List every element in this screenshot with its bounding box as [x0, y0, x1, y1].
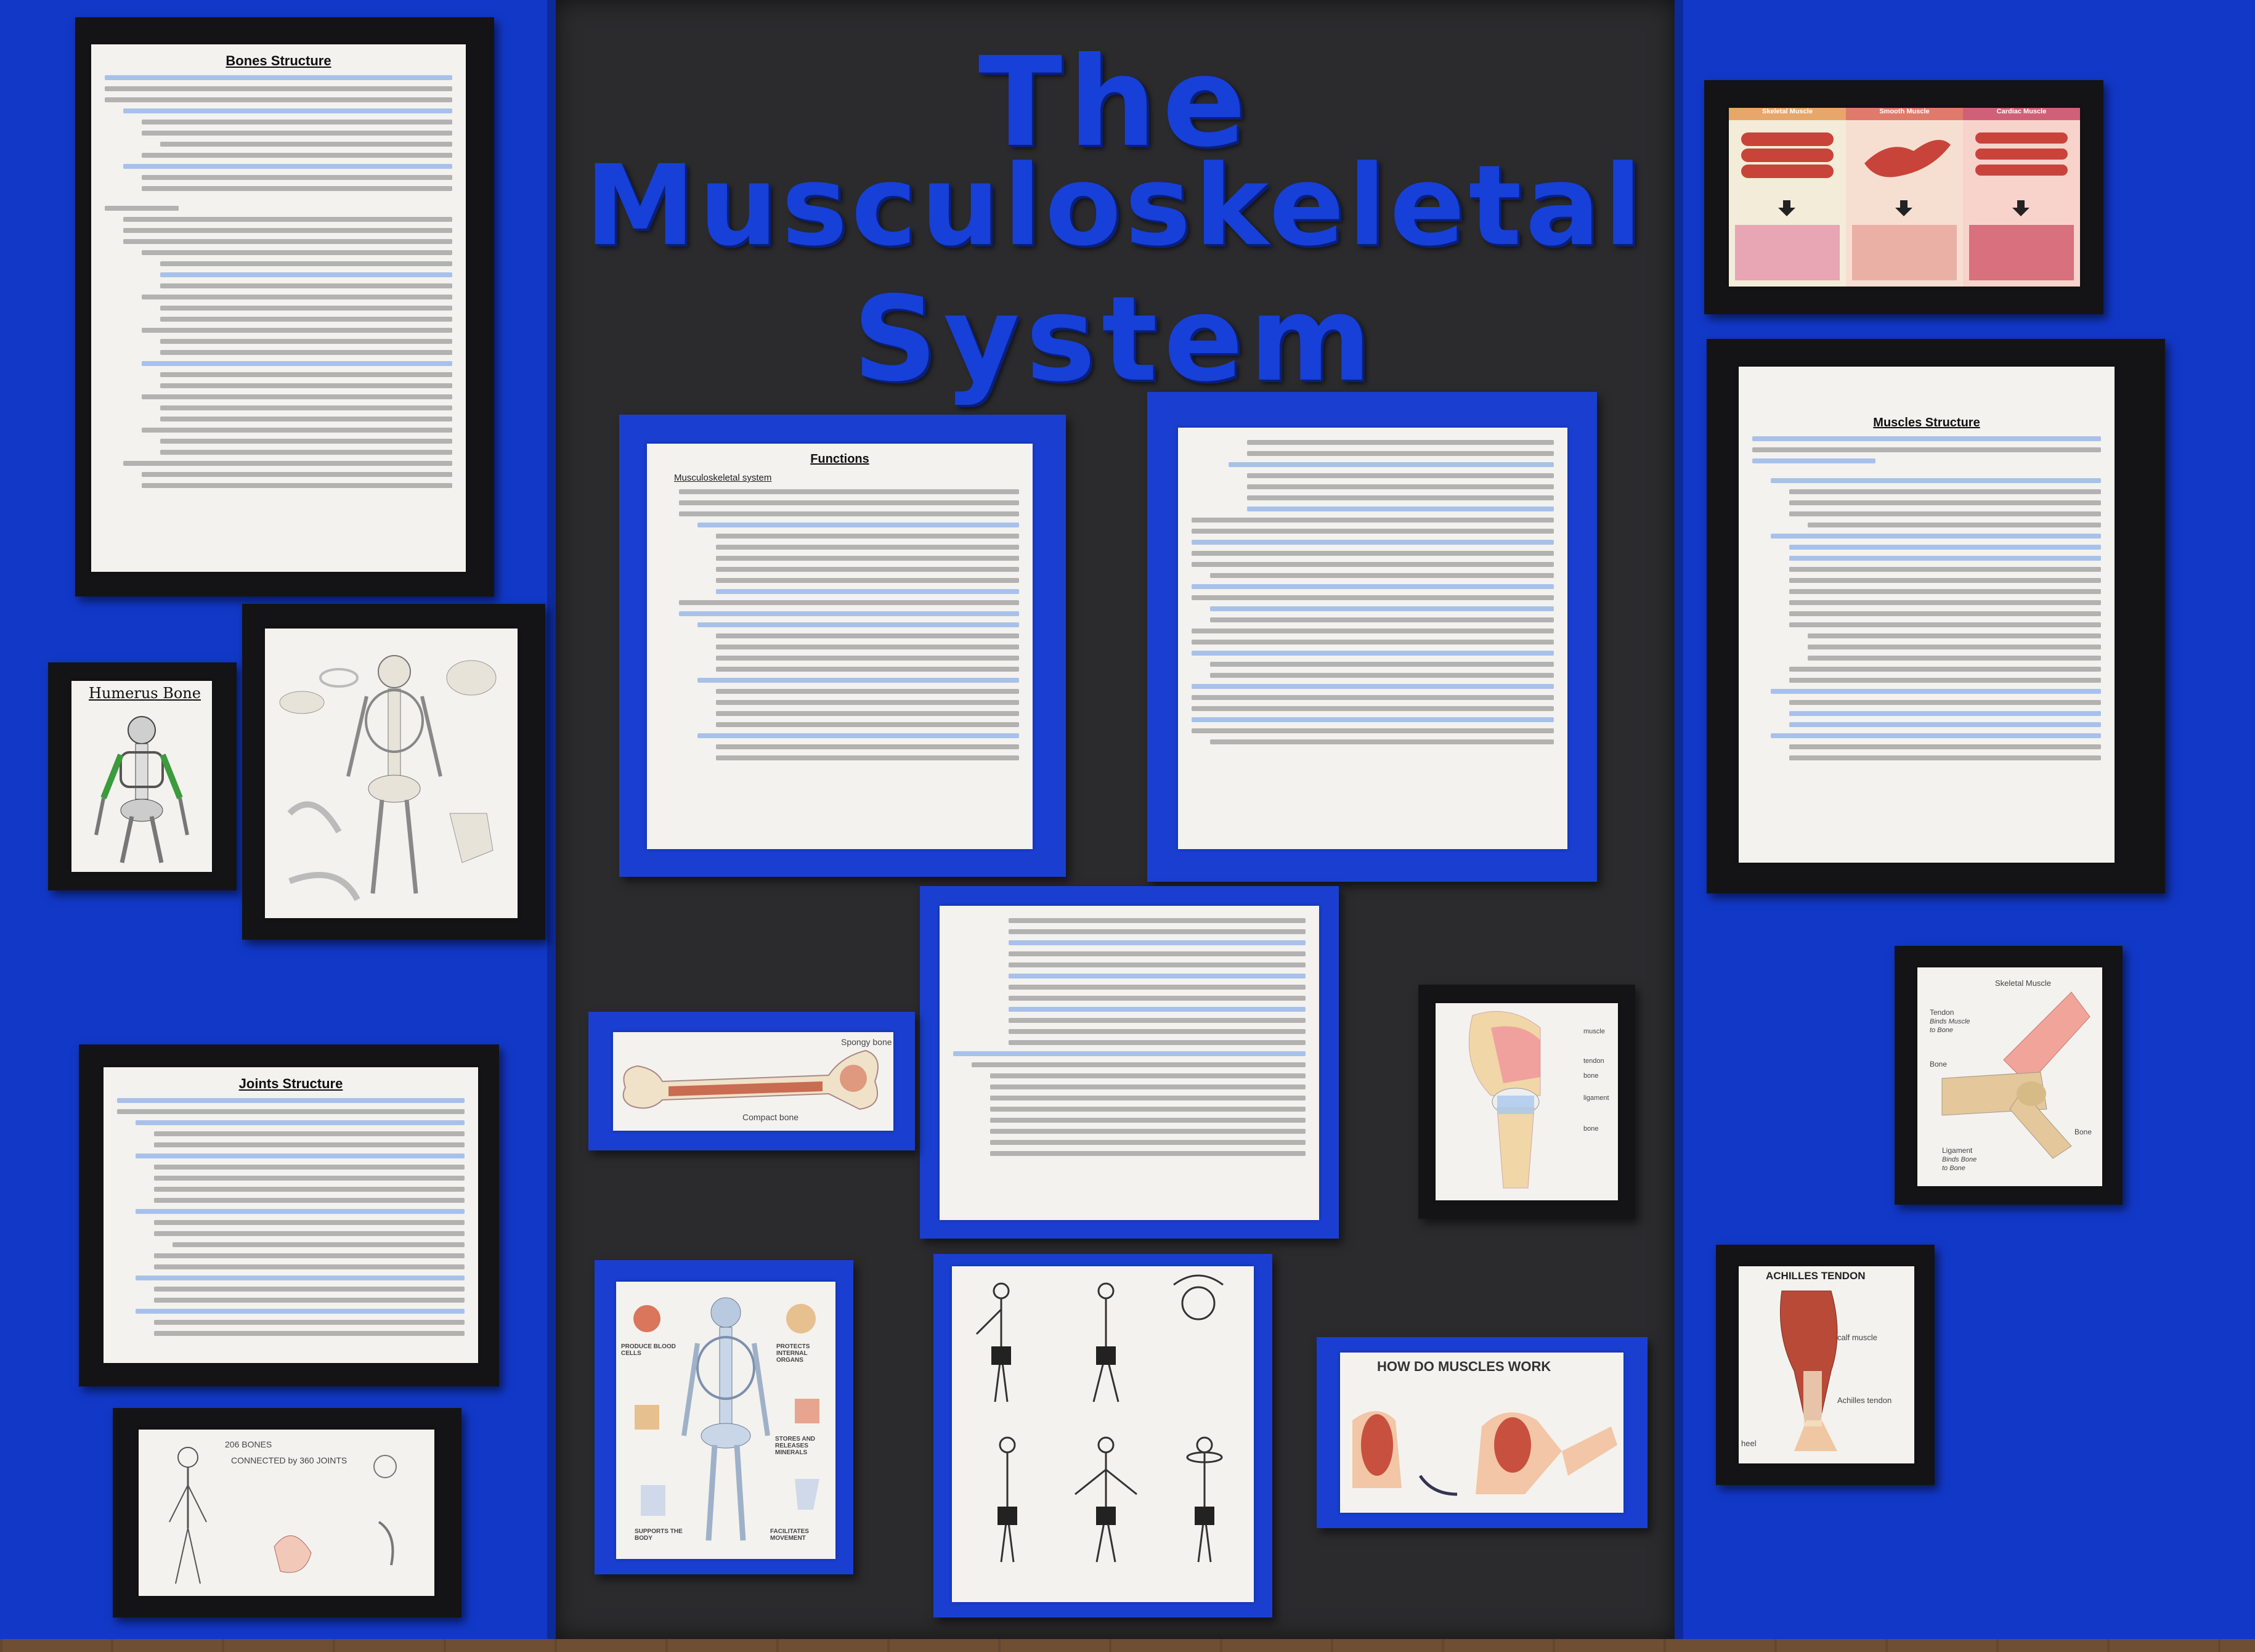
knee-label-muscle: muscle [1583, 1028, 1605, 1035]
functions-title: Functions [810, 452, 869, 466]
facilitates-movement-label: FACILITATES MOVEMENT [770, 1528, 809, 1542]
muscle-fibers-icon [1735, 132, 2074, 280]
ligament-label: Ligament [1942, 1146, 1973, 1155]
knee-label-bone-1: bone [1583, 1072, 1599, 1080]
bones-joints-sketch: 206 BONES CONNECTED by 360 JOINTS [139, 1430, 434, 1596]
muscles-structure-doc: Muscles Structure [1739, 367, 2115, 863]
calf-muscle-icon [1780, 1290, 1838, 1451]
skeleton-bones-icon [279, 655, 497, 901]
bone-functions-skeleton-icon [633, 1297, 819, 1541]
spongy-bone-label: Spongy bone [841, 1037, 892, 1047]
movements-image [952, 1266, 1254, 1602]
bone-marrow-doc [940, 906, 1319, 1220]
knee-label-tendon: tendon [1583, 1057, 1604, 1065]
knee-image: muscle tendon bone ligament bone [1436, 1003, 1618, 1200]
humerus-image: Humerus Bone [71, 681, 212, 872]
functions-subtitle: Musculoskeletal system [674, 473, 772, 483]
achilles-title: ACHILLES TENDON [1766, 1270, 1866, 1282]
arm-muscles-icon [1352, 1411, 1617, 1496]
knee-label-ligament: ligament [1583, 1094, 1609, 1102]
board-title-line-1: The [978, 31, 1253, 174]
bones-structure-title: Bones Structure [226, 53, 331, 68]
joints-structure-doc: Joints Structure [104, 1067, 478, 1363]
functions-doc: Functions Musculoskeletal system [647, 444, 1033, 849]
humerus-caption: Humerus Bone [89, 685, 201, 702]
protects-organs-label: PROTECTS INTERNAL ORGANS [776, 1343, 810, 1364]
long-bone-icon [622, 1049, 879, 1110]
muscles-structure-title: Muscles Structure [1873, 416, 1980, 429]
skeleton-diagram [265, 629, 518, 918]
tendon-desc-2: to Bone [1930, 1027, 1953, 1034]
muscle-types-image: Skeletal Muscle Smooth Muscle Cardiac Mu… [1729, 108, 2080, 287]
elbow-muscle-icon [1941, 991, 2090, 1159]
knee-label-bone-2: bone [1583, 1125, 1599, 1133]
board-title-line-2: Musculoskeletal [585, 142, 1646, 271]
board-fold-right [1675, 0, 1683, 1639]
stores-minerals-label: STORES AND RELEASES MINERALS [775, 1436, 816, 1456]
bones-structure-doc: Bones Structure [91, 44, 466, 572]
skeletal-muscle-label: Skeletal Muscle [1995, 979, 2052, 988]
heel-label: heel [1741, 1439, 1757, 1448]
tendon-desc-1: Binds Muscle [1930, 1018, 1970, 1025]
skeleton-sketch-icon [169, 1447, 397, 1584]
skeleton-icon [94, 716, 189, 863]
joints-structure-title: Joints Structure [238, 1076, 343, 1091]
achilles-image: ACHILLES TENDON calf muscle Achilles ten… [1739, 1266, 1914, 1463]
board-fold-left [547, 0, 556, 1639]
bone-functions-image: PRODUCE BLOOD CELLS PROTECTS INTERNAL OR… [616, 1282, 835, 1559]
achilles-tendon-label: Achilles tendon [1837, 1396, 1892, 1405]
knee-joint-icon [1468, 1011, 1541, 1189]
body-movements-icon [975, 1274, 1224, 1563]
skeletal-muscle-type-label: Skeletal Muscle [1729, 108, 1846, 120]
functions-continued-doc [1178, 428, 1567, 849]
compact-bone-label: Compact bone [742, 1112, 799, 1122]
spongy-bone-image: Spongy bone Compact bone [613, 1032, 893, 1131]
bone-label-1: Bone [1930, 1060, 1948, 1068]
muscle-work-image: HOW DO MUSCLES WORK [1340, 1353, 1623, 1513]
cardiac-muscle-type-label: Cardiac Muscle [1963, 108, 2080, 120]
supports-body-label: SUPPORTS THE BODY [635, 1528, 683, 1542]
calf-muscle-label: calf muscle [1837, 1333, 1878, 1342]
muscle-work-title: HOW DO MUSCLES WORK [1377, 1359, 1551, 1374]
ligament-desc-1: Binds Bone [1942, 1156, 1977, 1163]
skeletal-muscle-image: Skeletal Muscle Tendon Binds Muscle to B… [1917, 967, 2102, 1186]
smooth-muscle-type-label: Smooth Muscle [1846, 108, 1963, 120]
produce-blood-cells-label: PRODUCE BLOOD CELLS [621, 1343, 676, 1357]
board-title-line-3: System [853, 271, 1378, 407]
ligament-desc-2: to Bone [1942, 1165, 1965, 1172]
joints-count-label: CONNECTED by 360 JOINTS [231, 1455, 347, 1465]
tendon-label: Tendon [1930, 1008, 1954, 1017]
bone-label-2: Bone [2074, 1128, 2092, 1136]
bones-count-label: 206 BONES [225, 1439, 272, 1449]
